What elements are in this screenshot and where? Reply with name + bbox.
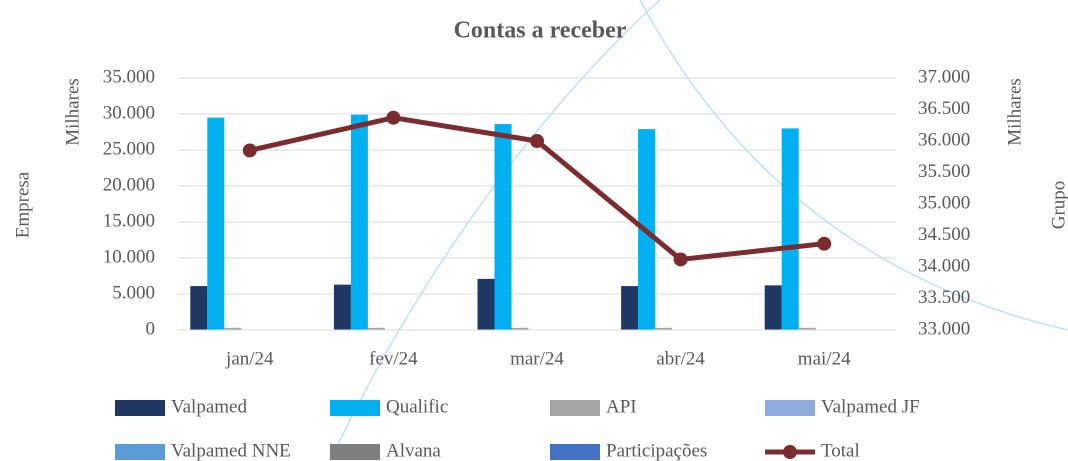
- bar: [494, 124, 512, 330]
- bar: [621, 286, 639, 330]
- legend-swatch: [330, 400, 380, 416]
- legend-swatch: [550, 400, 600, 416]
- decor-arc: [639, 0, 1068, 331]
- bar: [367, 327, 385, 330]
- y-tick-label: 30.000: [103, 102, 155, 123]
- legend-label: Valpamed: [171, 396, 247, 417]
- bar: [764, 285, 782, 330]
- y-tick-label: 20.000: [103, 174, 155, 195]
- legend-label: Participações: [606, 440, 707, 461]
- y-tick-label: 0: [146, 318, 156, 339]
- x-tick-label: fev/24: [369, 348, 418, 369]
- line-marker: [242, 143, 257, 158]
- x-tick-label: mar/24: [510, 348, 564, 369]
- legend-swatch: [783, 445, 797, 459]
- line-marker: [530, 134, 544, 148]
- bar: [224, 327, 242, 330]
- bar: [190, 286, 208, 330]
- legend-label: Valpamed JF: [821, 396, 920, 417]
- chart-title: Contas a receber: [454, 18, 627, 44]
- bar: [655, 327, 673, 330]
- y2-tick-label: 33.500: [918, 287, 970, 308]
- y-axis-title: Empresa: [12, 171, 33, 238]
- y2-tick-label: 35.000: [918, 192, 970, 213]
- legend-swatch: [115, 400, 165, 416]
- y2-tick-label: 37.000: [918, 66, 970, 87]
- line-marker: [673, 252, 688, 267]
- bar: [781, 128, 799, 330]
- y2-tick-label: 33.000: [918, 318, 970, 339]
- legend-label: Total: [821, 440, 860, 461]
- legend-label: Valpamed NNE: [171, 440, 291, 461]
- y-tick-label: 10.000: [103, 246, 155, 267]
- y2-axis-title: Grupo: [1048, 181, 1068, 230]
- y-unit-label: Milhares: [62, 78, 83, 146]
- bar: [798, 327, 816, 330]
- y2-unit-label: Milhares: [1004, 78, 1025, 146]
- bar: [477, 278, 495, 330]
- y-tick-label: 25.000: [103, 138, 155, 159]
- y2-tick-label: 36.500: [918, 98, 970, 119]
- legend-label: Qualific: [386, 396, 448, 417]
- legend-label: API: [606, 396, 637, 417]
- x-tick-label: jan/24: [225, 348, 274, 369]
- y2-tick-label: 34.500: [918, 224, 970, 245]
- line-marker: [817, 236, 832, 251]
- x-tick-label: abr/24: [656, 348, 705, 369]
- legend-swatch: [330, 444, 380, 460]
- bar: [511, 327, 529, 330]
- x-tick-label: mai/24: [798, 348, 851, 369]
- y2-tick-label: 34.000: [918, 255, 970, 276]
- legend-label: Alvana: [386, 440, 441, 461]
- y-tick-label: 15.000: [103, 210, 155, 231]
- legend-swatch: [115, 444, 165, 460]
- bar: [207, 117, 225, 330]
- bar: [350, 114, 368, 330]
- y2-tick-label: 35.500: [918, 161, 970, 182]
- bar: [333, 284, 351, 330]
- y-tick-label: 35.000: [103, 66, 155, 87]
- y2-tick-label: 36.000: [918, 129, 970, 150]
- legend-swatch: [765, 400, 815, 416]
- legend-swatch: [550, 444, 600, 460]
- y-tick-label: 5.000: [112, 282, 155, 303]
- line-marker: [386, 110, 401, 125]
